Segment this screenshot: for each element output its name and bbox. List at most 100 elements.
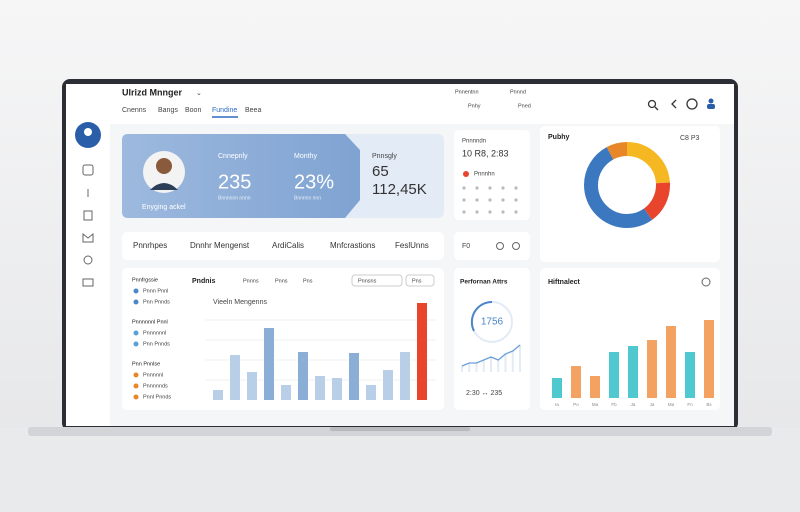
nav-icon[interactable] xyxy=(82,232,94,243)
nav-item[interactable]: Pnnrhpes xyxy=(133,241,167,250)
dropdown[interactable] xyxy=(351,274,403,287)
group-item[interactable]: Pnnnnnds xyxy=(143,383,168,389)
stat-value: 112,45K xyxy=(372,181,427,198)
donut-segment xyxy=(584,142,670,228)
item-dot xyxy=(133,330,139,336)
nav-item[interactable]: Mnfcrastions xyxy=(330,241,375,250)
spark-bar xyxy=(519,345,521,372)
item-dot xyxy=(133,299,139,305)
donut-segment xyxy=(584,142,670,228)
x-tick-label: Ma xyxy=(668,402,675,407)
nav-item[interactable]: Dnnhr Mengenst xyxy=(190,241,250,250)
profile-caption: Enyging ackel xyxy=(142,204,186,211)
calendar-dot xyxy=(488,210,492,214)
group-item[interactable]: Pnnnnnnl xyxy=(143,330,166,336)
activity-title: Pndnis xyxy=(192,278,215,285)
bar xyxy=(366,385,376,400)
nav-icon[interactable] xyxy=(82,164,94,176)
calendar-dot xyxy=(501,186,505,190)
group-item[interactable]: Pnnnnnl xyxy=(143,372,163,378)
spark-bar xyxy=(468,363,471,372)
stat-label: Pnnsgly xyxy=(372,153,397,160)
settings-icon[interactable] xyxy=(686,98,698,110)
spark-bar xyxy=(504,354,507,372)
bar xyxy=(281,385,291,400)
spark-bar xyxy=(475,363,478,372)
chevron[interactable]: ⌄ xyxy=(196,90,202,97)
app-title: Ulrizd Mnnger xyxy=(122,87,182,97)
bar xyxy=(400,352,410,400)
calendar-dot xyxy=(475,186,479,190)
trend-chart: Ia Po Ma Fb Ja Ja Ma Fn Bs xyxy=(552,320,714,407)
user-icon-body xyxy=(707,104,715,109)
x-tick-label: Bs xyxy=(706,402,712,407)
bar xyxy=(349,353,359,400)
group-title: Pnn Pnnlse xyxy=(132,361,160,367)
back-icon[interactable] xyxy=(671,99,677,109)
calendar-dot xyxy=(462,198,466,202)
photo-face xyxy=(156,158,172,174)
bar xyxy=(685,352,695,398)
nav-item[interactable]: ArdiCalis xyxy=(272,241,304,250)
donut-segment xyxy=(584,142,670,228)
group-item[interactable]: Pnnn Pnnl xyxy=(143,288,168,294)
performance-card xyxy=(454,268,530,410)
header-link[interactable]: Pnnentnn xyxy=(455,89,479,95)
x-tick-label: Ma xyxy=(592,402,599,407)
x-tick-label: Ja xyxy=(650,402,655,407)
stat-label: Cnnepnly xyxy=(218,153,248,160)
x-tick-label: Ja xyxy=(631,402,636,407)
tab[interactable]: Beea xyxy=(245,107,261,114)
share-title: Pubhy xyxy=(548,134,569,141)
spark-bar xyxy=(482,360,485,372)
item-dot xyxy=(133,383,139,389)
mini-card xyxy=(454,232,530,260)
nav-icon[interactable] xyxy=(83,210,93,221)
user-icon[interactable] xyxy=(708,98,714,104)
calendar-dot xyxy=(501,210,505,214)
schedule-card xyxy=(454,130,530,220)
share-card xyxy=(540,126,720,262)
bar xyxy=(628,346,638,398)
group-title: Pnnfrgssie xyxy=(132,277,158,283)
spark-bar xyxy=(511,351,514,372)
bar xyxy=(298,352,308,400)
avatar-head xyxy=(84,128,92,136)
group-item[interactable]: Pnn Pnnds xyxy=(143,341,170,347)
performance-footer: 2:30 ↔ 235 xyxy=(466,390,502,397)
tab[interactable]: Boon xyxy=(185,107,201,114)
tab[interactable]: Cnenns xyxy=(122,107,147,114)
header-link[interactable]: Pnnnd xyxy=(510,89,526,95)
trend-title: Hiftnalect xyxy=(548,279,581,286)
nav-icon[interactable] xyxy=(83,255,93,265)
header xyxy=(66,84,734,124)
mini-icon[interactable] xyxy=(496,242,504,250)
header-link[interactable]: Pned xyxy=(518,103,531,109)
tab[interactable]: Fundine xyxy=(212,107,237,114)
stat-value: 235 xyxy=(218,171,251,193)
filter[interactable]: Pnnns xyxy=(243,278,259,284)
photo-body xyxy=(150,183,178,190)
group-item[interactable]: Pnnl Pnnds xyxy=(143,394,171,400)
filter[interactable]: Pnns xyxy=(275,278,288,284)
tabs: Cnenns Bangs Boon Fundine Beea xyxy=(122,107,261,118)
performance-title: Perfornan Attrs xyxy=(460,279,508,286)
profile-banner xyxy=(122,134,360,218)
nav-items: Pnnrhpes Dnnhr Mengenst ArdiCalis Mnfcrasti… xyxy=(133,241,429,250)
mini-icon[interactable] xyxy=(512,242,520,250)
nav-item[interactable]: FeslUnns xyxy=(395,241,429,250)
nav-icon[interactable] xyxy=(82,278,94,287)
activity-card xyxy=(122,268,444,410)
bar xyxy=(264,328,274,400)
stat-note: Bnnnnnn nnnn xyxy=(218,195,251,201)
group-item[interactable]: Pnn Pnnds xyxy=(143,299,170,305)
dropdown[interactable] xyxy=(405,274,435,287)
dropdown-label: Pnnsns xyxy=(358,278,377,284)
trend-icon[interactable] xyxy=(701,277,711,287)
tab[interactable]: Bangs xyxy=(158,107,178,114)
x-tick-label: Ia xyxy=(555,402,559,407)
header-link[interactable]: Pnhy xyxy=(468,103,481,109)
search-icon[interactable] xyxy=(647,99,657,109)
filter[interactable]: Pns xyxy=(303,278,313,284)
